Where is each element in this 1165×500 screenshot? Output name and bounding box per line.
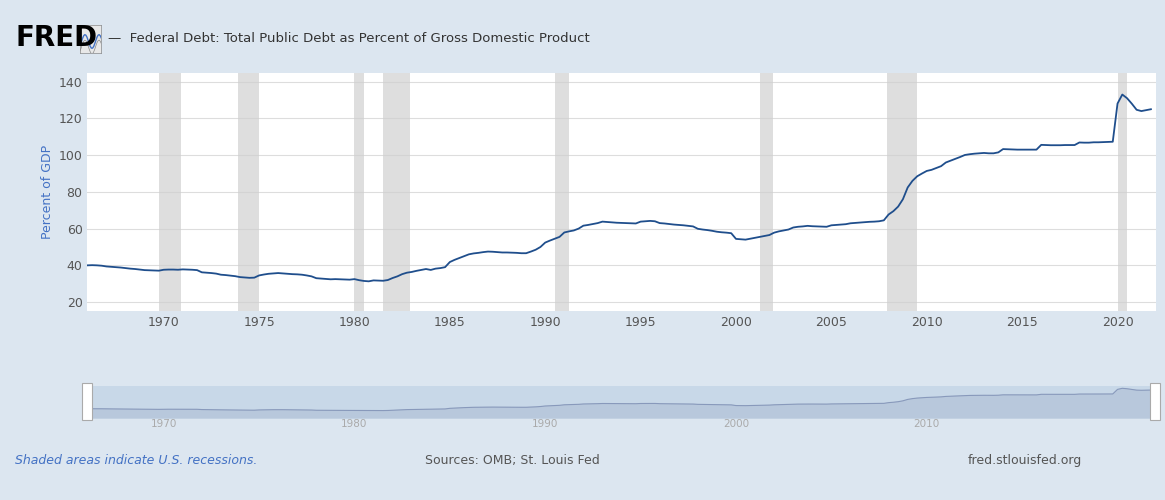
Y-axis label: Percent of GDP: Percent of GDP <box>42 145 55 239</box>
Bar <box>158 72 182 312</box>
Bar <box>239 72 259 312</box>
Bar <box>555 72 569 312</box>
Text: fred.stlouisfed.org: fred.stlouisfed.org <box>968 454 1082 467</box>
Bar <box>887 72 917 312</box>
Text: Shaded areas indicate U.S. recessions.: Shaded areas indicate U.S. recessions. <box>15 454 257 467</box>
Bar <box>760 72 772 312</box>
Text: Sources: OMB; St. Louis Fed: Sources: OMB; St. Louis Fed <box>425 454 600 467</box>
Text: —  Federal Debt: Total Public Debt as Percent of Gross Domestic Product: — Federal Debt: Total Public Debt as Per… <box>108 32 591 46</box>
Bar <box>354 72 363 312</box>
Bar <box>383 72 410 312</box>
Bar <box>1117 72 1127 312</box>
Text: FRED: FRED <box>15 24 97 52</box>
